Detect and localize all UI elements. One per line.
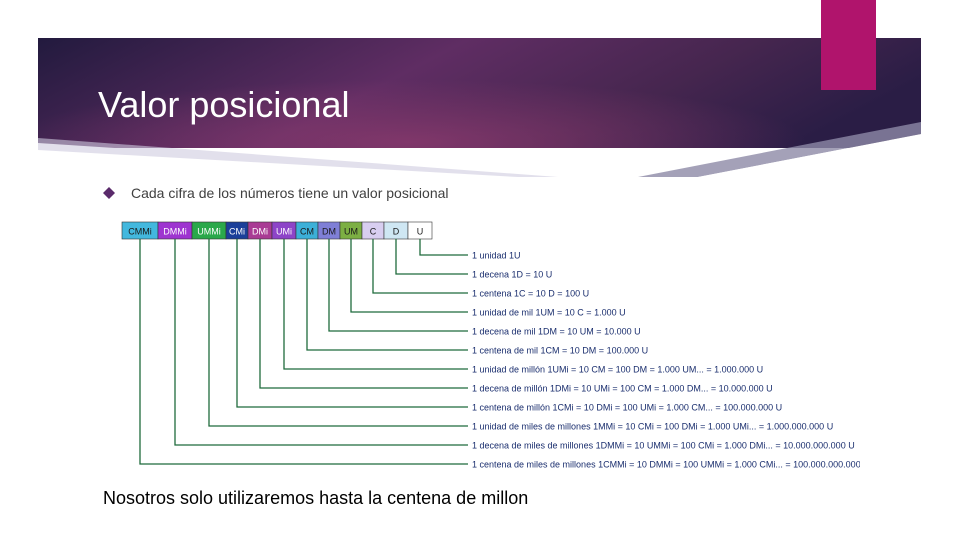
header-cell-label: CMi — [229, 227, 245, 237]
header-cell-label: U — [417, 227, 424, 237]
connector-line — [174, 239, 468, 446]
connector-line — [395, 239, 468, 275]
connector-line — [259, 239, 468, 389]
title-banner — [38, 38, 921, 177]
header-cell-label: CM — [300, 227, 314, 237]
connector-line — [283, 239, 468, 370]
place-value-row: 1 decena de mil 1DM = 10 UM = 10.000 U — [472, 327, 641, 337]
header-cell-label: UMi — [276, 227, 292, 237]
header-cell-label: DMMi — [163, 227, 187, 237]
connector-line — [236, 239, 468, 408]
place-value-row: 1 unidad de millón 1UMi = 10 CM = 100 DM… — [472, 365, 763, 375]
header-cell-label: UM — [344, 227, 358, 237]
connector-line — [372, 239, 468, 294]
header-cell-label: DMi — [252, 227, 268, 237]
place-value-row: 1 centena de miles de millones 1CMMi = 1… — [472, 460, 860, 470]
place-value-row: 1 decena 1D = 10 U — [472, 270, 552, 280]
connector-line — [419, 239, 468, 256]
page-title: Valor posicional — [98, 84, 350, 125]
place-value-row: 1 centena de millón 1CMi = 10 DMi = 100 … — [472, 403, 782, 413]
place-value-diagram: CMMi DMMi UMMi CMi DMi UMi CM DM UM C D U 1 unidad 1… — [121, 221, 860, 470]
connector-line — [306, 239, 468, 351]
diamond-bullet-icon — [103, 187, 115, 199]
footer-note: Nosotros solo utilizaremos hasta la cent… — [103, 488, 529, 508]
connector-line — [139, 239, 468, 465]
place-value-row: 1 unidad de miles de millones 1MMi = 10 … — [472, 422, 833, 432]
header-cell-label: DM — [322, 227, 336, 237]
place-value-row: 1 centena de mil 1CM = 10 DM = 100.000 U — [472, 346, 648, 356]
bullet-item: Cada cifra de los números tiene un valor… — [103, 183, 449, 203]
header-cell-label: C — [370, 227, 377, 237]
banner-background — [38, 38, 921, 177]
place-value-row: 1 decena de millón 1DMi = 10 UMi = 100 C… — [472, 384, 773, 394]
place-value-row: 1 unidad de mil 1UM = 10 C = 1.000 U — [472, 308, 626, 318]
place-value-row: 1 unidad 1U — [472, 251, 521, 261]
connector-line — [328, 239, 468, 332]
place-value-row: 1 decena de miles de millones 1DMMi = 10… — [472, 441, 855, 451]
accent-bar — [821, 0, 876, 90]
header-cell-label: D — [393, 227, 400, 237]
bullet-text: Cada cifra de los números tiene un valor… — [131, 185, 449, 201]
connector-line — [350, 239, 468, 313]
header-cell-label: UMMi — [197, 227, 221, 237]
header-cell-label: CMMi — [128, 227, 152, 237]
place-value-row: 1 centena 1C = 10 D = 100 U — [472, 289, 589, 299]
connector-line — [208, 239, 468, 427]
